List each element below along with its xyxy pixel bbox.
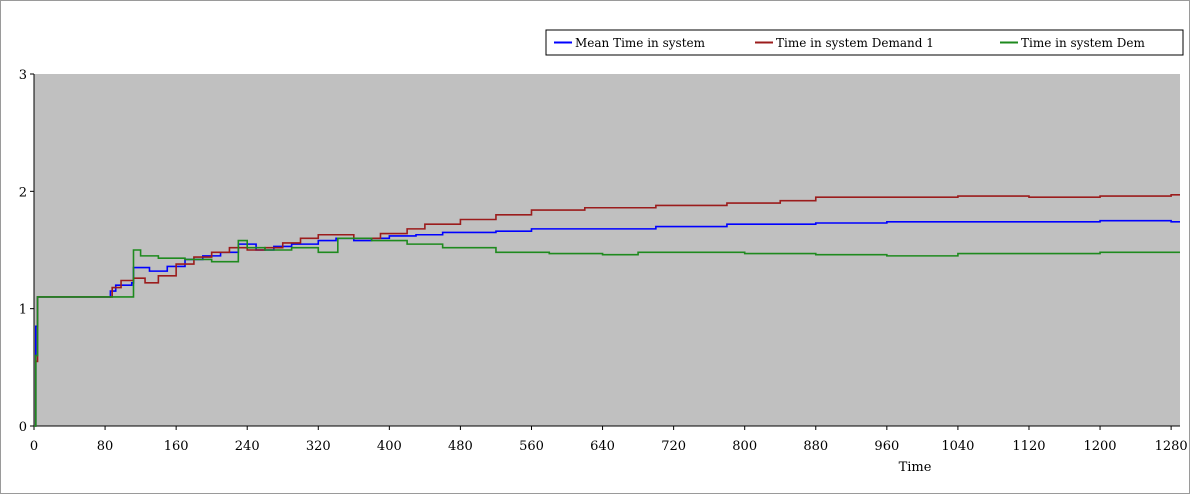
plot-area: [34, 74, 1180, 426]
y-tick-label-3: 3: [19, 68, 27, 83]
x-tick-label-80: 80: [97, 439, 114, 454]
y-tick-label-0: 0: [19, 420, 27, 435]
x-tick-label-640: 640: [590, 439, 615, 454]
x-tick-label-1200: 1200: [1083, 439, 1116, 454]
x-tick-label-1120: 1120: [1012, 439, 1045, 454]
legend-label-3: Time in system Dem: [1021, 36, 1145, 50]
x-tick-label-0: 0: [30, 439, 38, 454]
x-tick-label-320: 320: [306, 439, 331, 454]
x-tick-label-1280: 1280: [1155, 439, 1188, 454]
x-tick-label-400: 400: [377, 439, 402, 454]
series-line-2: [34, 194, 1180, 427]
legend-label-2: Time in system Demand 1: [776, 36, 934, 50]
x-tick-label-160: 160: [164, 439, 189, 454]
y-tick-label-2: 2: [19, 185, 27, 200]
x-axis-title: Time: [899, 460, 932, 475]
x-tick-label-560: 560: [519, 439, 544, 454]
x-tick-label-880: 880: [803, 439, 828, 454]
x-tick-label-720: 720: [661, 439, 686, 454]
x-tick-label-240: 240: [235, 439, 260, 454]
series-line-1: [34, 219, 1180, 427]
y-tick-label-1: 1: [19, 303, 27, 318]
x-tick-label-480: 480: [448, 439, 473, 454]
series-line-3: [34, 237, 1180, 427]
legend-label-1: Mean Time in system: [575, 36, 706, 50]
x-tick-label-800: 800: [732, 439, 757, 454]
x-tick-label-960: 960: [874, 439, 899, 454]
legend-box: [545, 29, 1184, 56]
x-tick-label-1040: 1040: [941, 439, 974, 454]
